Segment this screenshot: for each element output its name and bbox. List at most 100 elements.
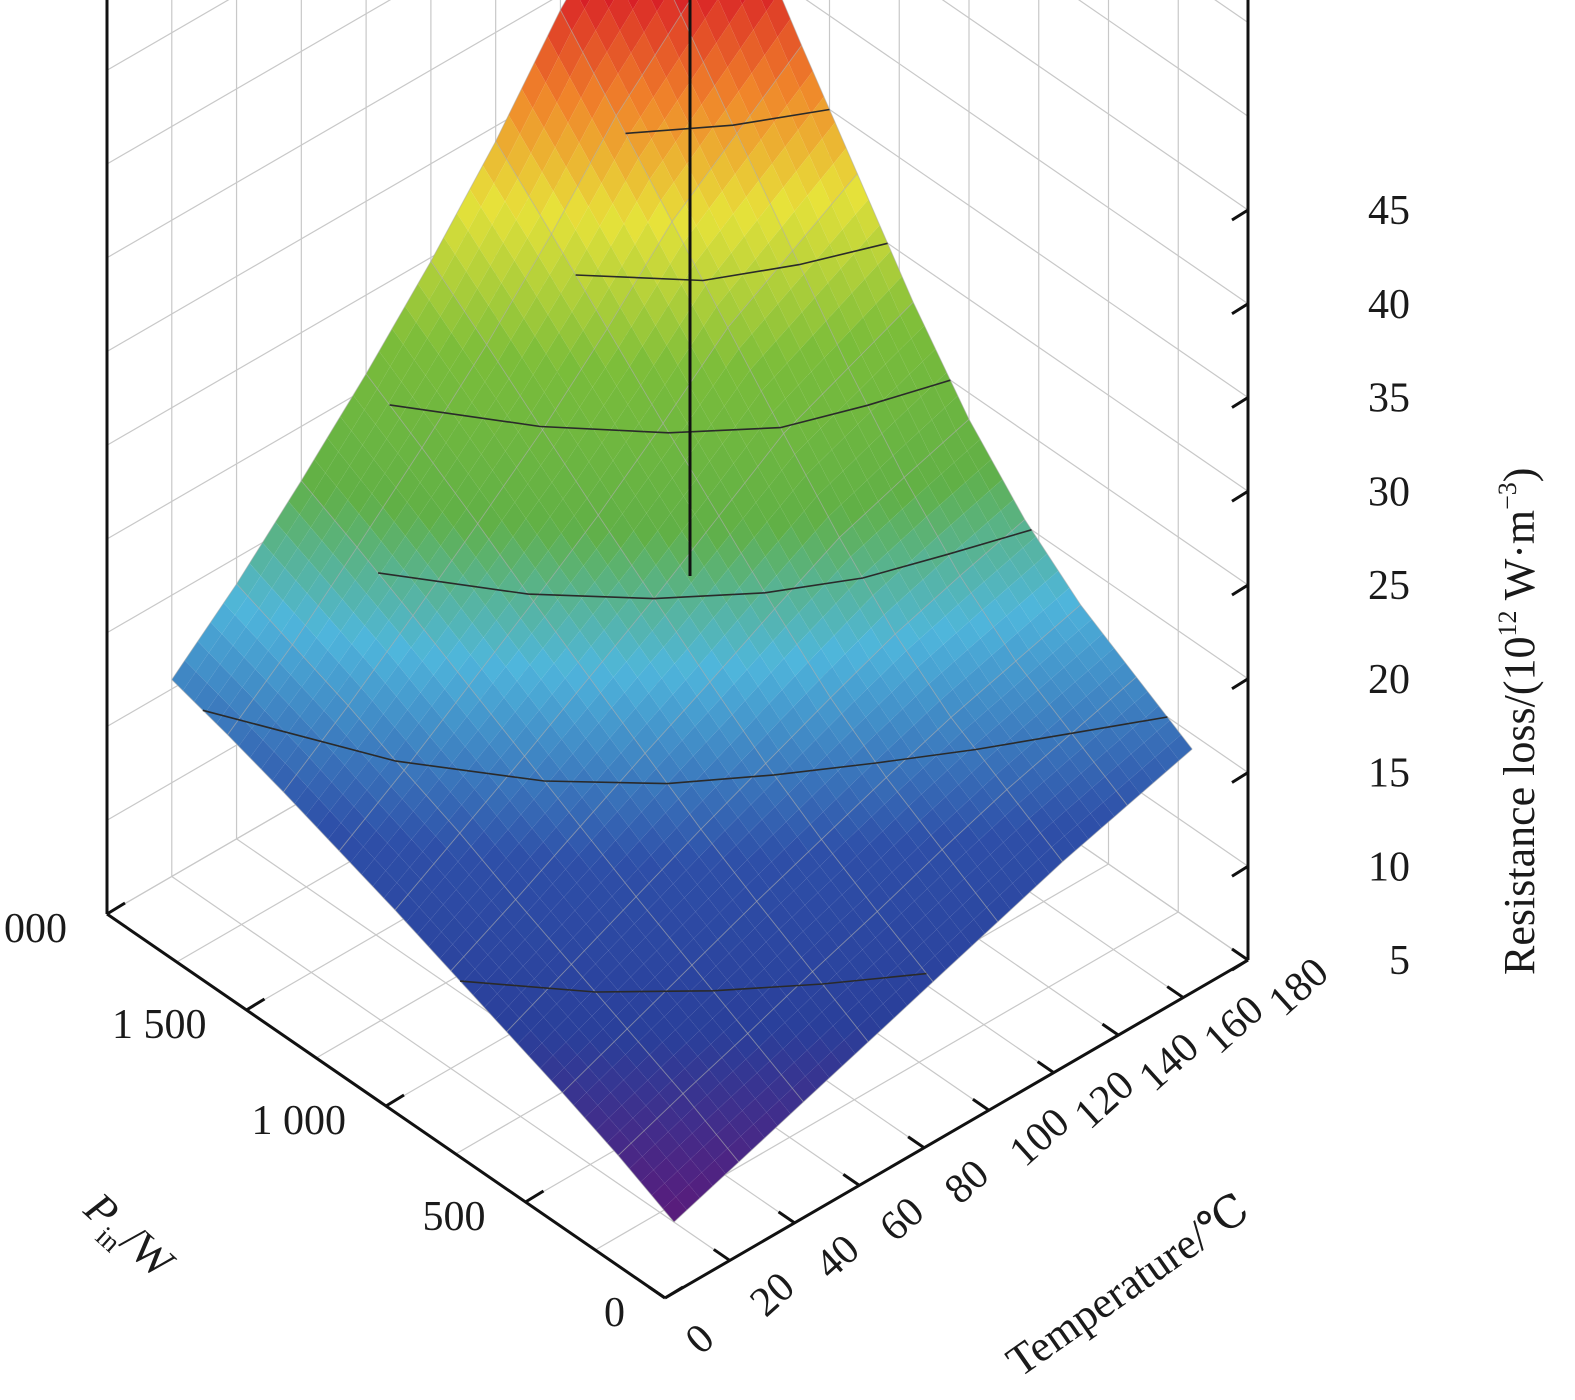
surface-patch bbox=[767, 506, 792, 542]
surface-patch bbox=[792, 905, 817, 932]
surface-patch bbox=[675, 1017, 700, 1044]
surface-patch bbox=[504, 681, 529, 712]
surface-patch bbox=[871, 977, 896, 1004]
grid-line bbox=[1078, 0, 1249, 117]
surface-patch bbox=[718, 252, 743, 291]
surface-patch bbox=[472, 802, 497, 832]
surface-patch bbox=[893, 443, 918, 478]
surface-patch bbox=[937, 525, 962, 557]
surface-patch bbox=[798, 598, 823, 631]
surface-patch bbox=[568, 598, 593, 631]
surface-patch bbox=[579, 387, 604, 425]
surface-patch bbox=[505, 178, 530, 220]
surface-patch bbox=[569, 797, 594, 827]
surface-patch bbox=[550, 897, 575, 925]
surface-patch bbox=[303, 637, 328, 670]
surface-patch bbox=[590, 405, 615, 443]
surface-patch bbox=[548, 533, 573, 567]
surface-patch bbox=[424, 611, 449, 644]
surface-patch bbox=[650, 647, 675, 679]
surface-patch bbox=[1017, 621, 1042, 650]
surface-patch bbox=[438, 332, 463, 370]
surface-patch bbox=[684, 696, 709, 727]
mesh-line bbox=[365, 373, 869, 1043]
surface-patch bbox=[400, 615, 425, 648]
surface-patch bbox=[1008, 576, 1033, 605]
surface-patch bbox=[822, 380, 847, 416]
surface-patch bbox=[500, 742, 525, 772]
surface-patch bbox=[831, 437, 856, 471]
surface-patch bbox=[721, 1045, 746, 1072]
surface-patch bbox=[216, 705, 241, 735]
surface-patch bbox=[755, 1086, 780, 1113]
mesh-line bbox=[430, 260, 934, 983]
surface-patch bbox=[286, 514, 311, 548]
surface-patch bbox=[634, 1080, 659, 1106]
surface-patch bbox=[288, 686, 313, 717]
surface-patch bbox=[706, 728, 731, 759]
surface-patch bbox=[630, 963, 655, 991]
surface-patch bbox=[320, 752, 345, 782]
surface-patch bbox=[512, 278, 537, 319]
surface-patch bbox=[244, 638, 269, 670]
mesh-line bbox=[300, 480, 804, 1103]
surface-patch bbox=[1005, 804, 1030, 831]
surface-patch bbox=[742, 0, 767, 30]
surface-patch bbox=[784, 644, 809, 676]
surface-patch bbox=[294, 786, 319, 816]
surface-patch bbox=[372, 870, 397, 899]
surface-patch bbox=[453, 271, 478, 312]
y-axis-title: Temperature/℃ bbox=[998, 1184, 1258, 1387]
surface-patch bbox=[668, 284, 693, 326]
surface-patch bbox=[264, 692, 289, 723]
surface-patch bbox=[398, 839, 423, 868]
surface-patch bbox=[283, 774, 308, 804]
surface-patch bbox=[650, 841, 675, 870]
surface-patch bbox=[845, 829, 870, 856]
surface-patch bbox=[842, 214, 867, 254]
surface-patch bbox=[305, 798, 330, 828]
surface-patch bbox=[555, 389, 580, 428]
surface-patch bbox=[831, 189, 856, 230]
surface-patch bbox=[1025, 690, 1050, 716]
t-axis-tick bbox=[907, 1135, 925, 1150]
surface-patch bbox=[581, 348, 606, 388]
surface-patch bbox=[381, 521, 406, 556]
surface-patch bbox=[903, 874, 928, 901]
surface-patch bbox=[785, 612, 810, 645]
surface-patch bbox=[506, 843, 531, 872]
surface-patch bbox=[858, 627, 883, 660]
surface-patch bbox=[781, 454, 806, 491]
surface-patch bbox=[653, 1157, 678, 1184]
surface-patch bbox=[593, 797, 618, 827]
surface-patch bbox=[487, 940, 512, 968]
surface-patch bbox=[854, 688, 879, 718]
surface-patch bbox=[395, 894, 420, 923]
surface-patch bbox=[733, 197, 758, 237]
surface-patch bbox=[653, 77, 678, 120]
surface-patch bbox=[666, 325, 691, 366]
surface-patch bbox=[890, 886, 915, 914]
p-axis-tick-label: 500 bbox=[423, 1194, 486, 1240]
surface-patch bbox=[577, 425, 602, 462]
surface-patch bbox=[801, 768, 826, 797]
surface-patch bbox=[350, 656, 375, 688]
surface-patch bbox=[806, 866, 831, 893]
surface-patch bbox=[738, 804, 763, 833]
surface-patch bbox=[324, 693, 349, 723]
surface-patch bbox=[736, 832, 761, 860]
surface-patch bbox=[532, 813, 557, 842]
surface-patch bbox=[1052, 641, 1077, 668]
surface-patch bbox=[793, 878, 818, 905]
surface-patch bbox=[763, 340, 788, 378]
grid-line bbox=[106, 0, 392, 165]
surface-patch bbox=[514, 237, 539, 279]
surface-patch bbox=[524, 925, 549, 953]
surface-patch bbox=[941, 661, 966, 690]
surface-patch bbox=[421, 427, 446, 463]
surface-patch bbox=[729, 1110, 754, 1137]
surface-patch bbox=[615, 826, 640, 855]
surface-patch bbox=[564, 1054, 589, 1080]
surface-patch bbox=[594, 328, 619, 368]
surface-patch bbox=[452, 929, 477, 957]
